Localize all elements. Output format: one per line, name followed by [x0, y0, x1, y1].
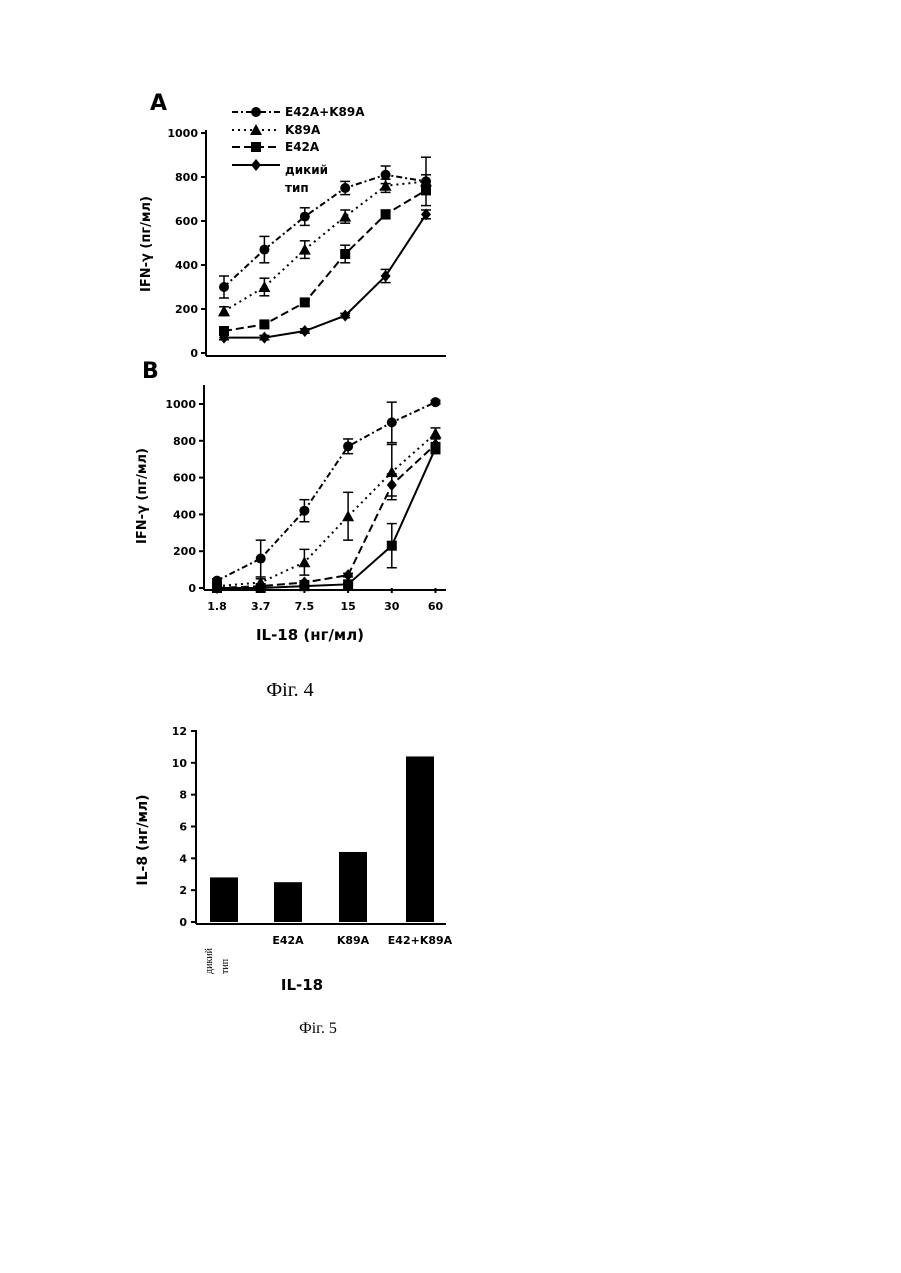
data-point [259, 332, 269, 344]
panel-b-chart: B IFN-γ (пг/мл) IL-18 (нг/мл) 0200400600… [135, 359, 446, 644]
panel-a-y-axis-label: IFN-γ (пг/мл) [139, 196, 154, 292]
x-tick-label: E42+K89A [388, 934, 453, 947]
data-point [340, 183, 350, 193]
data-point [256, 554, 266, 564]
x-tick-label: 7.5 [295, 600, 315, 613]
y-tick-label: 800 [173, 435, 196, 448]
x-tick-label: E42A [272, 934, 304, 947]
data-point [380, 180, 392, 191]
data-point [259, 319, 269, 329]
panel-b-y-axis-label: IFN-γ (пг/мл) [135, 448, 150, 544]
x-tick-label: 1.8 [207, 600, 227, 613]
x-tick-label: 30 [384, 600, 400, 613]
x-tick-label: 15 [340, 600, 355, 613]
data-point [298, 556, 310, 567]
y-tick-label: 200 [175, 303, 198, 316]
y-tick-label: 600 [175, 215, 198, 228]
panel-a-chart: A IFN-γ (пг/мл) 0 200 400 600 800 1000 E42A+K… [139, 91, 446, 360]
bar-y-ticks: 0 2 4 6 8 10 12 [172, 725, 196, 929]
figure-4-caption: Фіг. 4 [266, 679, 313, 701]
y-tick-label: 0 [179, 916, 187, 929]
data-point [212, 583, 222, 593]
panel-b-y-ticks: 0 200 400 600 800 1000 [165, 398, 204, 595]
x-tick-label: 60 [428, 600, 444, 613]
x-tick-label: 3.7 [251, 600, 271, 613]
y-tick-label: 1000 [167, 127, 198, 140]
data-point [340, 249, 350, 259]
y-tick-label: 6 [179, 821, 187, 834]
legend-label: тип [285, 181, 309, 195]
series-line [224, 181, 426, 311]
bar-x-ticks: дикий тип E42A K89A E42+K89A [204, 934, 453, 974]
data-point [339, 211, 351, 222]
bar [406, 756, 434, 922]
panel-a-letter: A [150, 91, 167, 116]
y-tick-label: 8 [179, 789, 187, 802]
y-tick-label: 0 [188, 582, 196, 595]
panel-b-x-axis-label: IL-18 (нг/мл) [256, 626, 364, 644]
panel-a-y-ticks: 0 200 400 600 800 1000 [167, 127, 206, 360]
figure-5-caption: Фіг. 5 [299, 1020, 337, 1037]
bar-x-axis-label: IL-18 [281, 976, 323, 994]
data-point [300, 325, 310, 337]
data-point [381, 170, 391, 180]
legend-label: K89A [285, 123, 321, 137]
data-point [431, 397, 441, 407]
data-point [259, 245, 269, 255]
y-tick-label: 1000 [165, 398, 196, 411]
data-point [219, 282, 229, 292]
y-tick-label: 0 [190, 347, 198, 360]
bar-y-axis-label: IL-8 (нг/мл) [135, 794, 151, 885]
panel-b-x-ticks: 1.8 3.7 7.5 15 30 60 [207, 588, 443, 613]
y-tick-label: 600 [173, 472, 196, 485]
data-point [387, 417, 397, 427]
data-point [387, 541, 397, 551]
data-point [258, 281, 270, 292]
y-tick-label: 200 [173, 545, 196, 558]
data-point [343, 441, 353, 451]
data-point [343, 579, 353, 589]
x-tick-label: тип [220, 958, 231, 974]
legend-label: E42A [285, 140, 320, 154]
bar [210, 877, 238, 922]
y-tick-label: 10 [172, 757, 188, 770]
series-line [217, 448, 436, 588]
data-point [299, 581, 309, 591]
data-point [342, 510, 354, 521]
x-tick-label: K89A [337, 934, 370, 947]
legend-label: E42A+K89A [285, 105, 365, 119]
legend-marker [251, 107, 261, 117]
series-line [224, 214, 426, 337]
series-line [217, 444, 436, 588]
y-tick-label: 4 [179, 852, 187, 865]
y-tick-label: 400 [173, 508, 196, 521]
data-point [299, 506, 309, 516]
data-point [387, 479, 397, 491]
y-tick-label: 800 [175, 171, 198, 184]
legend-marker [251, 159, 261, 171]
series-line [217, 402, 436, 580]
legend-marker [251, 142, 261, 152]
data-point [300, 212, 310, 222]
panel-b-series [211, 397, 442, 594]
data-point [300, 297, 310, 307]
data-point [431, 443, 441, 453]
bar [274, 882, 302, 922]
y-tick-label: 2 [179, 884, 187, 897]
data-point [256, 583, 266, 593]
y-tick-label: 400 [175, 259, 198, 272]
x-tick-label: дикий [204, 947, 215, 974]
data-point [381, 209, 391, 219]
series-line [224, 175, 426, 287]
y-tick-label: 12 [172, 725, 187, 738]
bar-marks [210, 756, 434, 922]
legend-label: дикий [285, 163, 328, 177]
il8-bar-chart: IL-8 (нг/мл) IL-18 0 2 4 6 8 10 12 дикий тип E42… [135, 725, 453, 994]
bar [339, 852, 367, 922]
panel-b-letter: B [142, 359, 159, 384]
data-point [421, 185, 431, 195]
panel-a-series [218, 157, 432, 343]
